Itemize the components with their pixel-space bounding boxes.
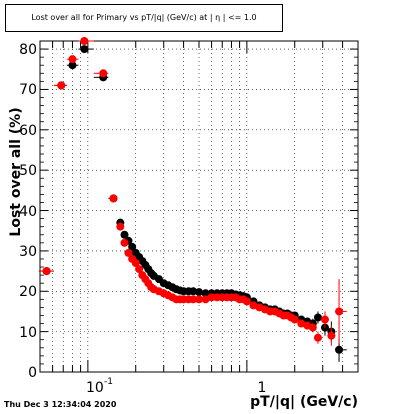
plot-frame: [39, 40, 359, 373]
chart-title: Lost over all for Primary vs pT/|q| (GeV…: [5, 4, 283, 32]
data-point: [249, 301, 258, 310]
data-point: [135, 265, 144, 274]
data-point: [320, 315, 329, 324]
x-axis-label: pT/|q| (GeV/c): [250, 394, 358, 410]
data-point: [124, 248, 133, 257]
data-point: [195, 295, 203, 304]
data-point: [57, 81, 66, 90]
data-point: [80, 45, 89, 54]
data-point: [80, 37, 89, 45]
data-point: [195, 288, 203, 297]
data-point: [189, 295, 198, 304]
y-tick-label: 80: [19, 42, 37, 58]
data-point: [308, 323, 317, 332]
y-tick-label: 40: [19, 204, 37, 220]
x-tick-label-0.1: 10: [86, 380, 104, 396]
data-point: [42, 267, 51, 276]
y-axis-label: Lost over all (%): [8, 107, 24, 236]
data-point: [335, 307, 344, 316]
data-point: [131, 259, 140, 268]
data-point: [116, 222, 125, 231]
data-point: [297, 319, 306, 328]
y-tick-label: 20: [19, 284, 37, 300]
data-point: [313, 313, 322, 322]
y-tick-label: 60: [19, 123, 37, 139]
data-point: [201, 289, 210, 298]
data-point: [68, 55, 77, 64]
y-tick-label: 0: [28, 365, 37, 381]
data-point: [128, 242, 137, 251]
data-point: [120, 238, 129, 247]
data-point: [327, 331, 336, 340]
data-point: [290, 315, 299, 324]
y-tick-label: 70: [19, 82, 37, 98]
data-point: [201, 295, 210, 304]
data-point: [99, 69, 108, 78]
data-point: [242, 297, 251, 306]
data-point: [335, 345, 344, 354]
timestamp-label: Thu Dec 3 12:34:04 2020: [4, 400, 117, 409]
x-tick-label-exponent: -1: [104, 377, 113, 387]
axis-ticks: [39, 40, 359, 373]
y-tick-label: 10: [19, 325, 37, 341]
data-series: [38, 37, 347, 362]
data-point: [207, 293, 216, 302]
data-point: [120, 230, 129, 239]
series-1: [38, 37, 347, 346]
data-point: [313, 333, 322, 342]
data-point: [68, 61, 77, 70]
x-tick-label-1: 1: [258, 380, 267, 396]
data-point: [109, 194, 118, 203]
y-tick-label: 50: [19, 163, 37, 179]
y-tick-label: 30: [19, 244, 37, 260]
